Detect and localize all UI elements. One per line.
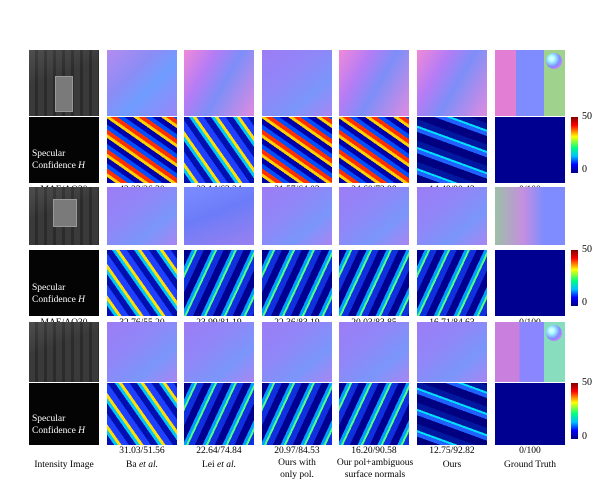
normal-map-ours-1 <box>417 50 487 116</box>
normal-map-ba-3 <box>107 322 177 382</box>
specular-label: Specular <box>32 283 66 293</box>
normal-map-ba-1 <box>107 50 177 116</box>
confidence-label: Confidence H <box>32 161 86 171</box>
error-colorbar-1 <box>571 117 578 173</box>
specular-label: Specular <box>32 149 66 159</box>
error-map-lei-3 <box>184 383 254 445</box>
error-colorbar-2 <box>571 250 578 306</box>
error-map-ours-ambig-1 <box>339 117 409 183</box>
error-map-ours-ambig-3 <box>339 383 409 445</box>
normal-map-ours-pol-1 <box>262 50 332 116</box>
metric-ba-3: 31.03/51.56 <box>119 446 165 456</box>
colorbar-min-label-1: 0 <box>582 164 587 175</box>
colorbar-max-label-2: 50 <box>582 244 592 255</box>
error-map-ground-truth-2 <box>495 250 565 316</box>
column-caption-ours-ambiguous: Our pol+ambiguous surface normals <box>336 458 414 480</box>
colorbar-min-label-3: 0 <box>582 431 587 442</box>
colorbar-max-label-1: 50 <box>582 111 592 122</box>
intensity-image-2 <box>29 187 99 245</box>
column-caption-ours-pol: Ours with only pol. <box>278 458 316 480</box>
confidence-label: Confidence H <box>32 426 86 436</box>
normal-map-lei-3 <box>184 322 254 382</box>
column-caption-intensity: Intensity Image <box>34 460 94 470</box>
normal-sphere-legend-icon <box>546 325 562 341</box>
confidence-label: Confidence H <box>32 295 86 305</box>
specular-confidence-map-1: Specular Confidence H <box>29 117 99 183</box>
error-map-lei-2 <box>184 250 254 316</box>
metric-ground-truth-3: 0/100 <box>519 446 541 456</box>
error-map-ours-pol-1 <box>262 117 332 183</box>
column-caption-ours: Ours <box>442 460 462 470</box>
normal-map-ground-truth-3 <box>495 322 565 382</box>
error-map-lei-1 <box>184 117 254 183</box>
normal-map-ours-2 <box>417 187 487 245</box>
specular-confidence-map-3: Specular Confidence H <box>29 383 99 445</box>
error-map-ours-pol-3 <box>262 383 332 445</box>
normal-map-ground-truth-2 <box>495 187 565 245</box>
normal-map-lei-1 <box>184 50 254 116</box>
column-caption-ba: Ba et al. <box>126 460 158 470</box>
normal-map-ours-ambig-2 <box>339 187 409 245</box>
intensity-image-1 <box>29 50 99 116</box>
specular-confidence-map-2: Specular Confidence H <box>29 250 99 316</box>
metric-lei-3: 22.64/74.84 <box>196 446 242 456</box>
error-map-ours-ambig-2 <box>339 250 409 316</box>
column-caption-lei: Lei et al. <box>201 460 237 470</box>
normal-sphere-legend-icon <box>546 53 562 69</box>
error-map-ours-3 <box>417 383 487 445</box>
colorbar-min-label-2: 0 <box>582 297 587 308</box>
error-map-ours-pol-2 <box>262 250 332 316</box>
error-map-ba-2 <box>107 250 177 316</box>
normal-map-ours-pol-2 <box>262 187 332 245</box>
normal-map-ba-2 <box>107 187 177 245</box>
normal-map-ours-3 <box>417 322 487 382</box>
specular-label: Specular <box>32 414 66 424</box>
normal-map-ground-truth-1 <box>495 50 565 116</box>
error-map-ground-truth-3 <box>495 383 565 445</box>
metric-ours-3: 12.75/92.82 <box>429 446 475 456</box>
normal-map-ours-pol-3 <box>262 322 332 382</box>
error-map-ground-truth-1 <box>495 117 565 183</box>
metric-ours-ambig-3: 16.20/90.58 <box>351 446 397 456</box>
error-map-ours-2 <box>417 250 487 316</box>
normal-map-lei-2 <box>184 187 254 245</box>
error-map-ba-3 <box>107 383 177 445</box>
normal-map-ours-ambig-3 <box>339 322 409 382</box>
colorbar-max-label-3: 50 <box>582 377 592 388</box>
error-colorbar-3 <box>571 383 578 439</box>
error-map-ours-1 <box>417 117 487 183</box>
intensity-image-3 <box>29 322 99 382</box>
column-caption-ground-truth: Ground Truth <box>504 460 556 470</box>
error-map-ba-1 <box>107 117 177 183</box>
metric-ours-pol-3: 20.97/84.53 <box>274 446 320 456</box>
normal-map-ours-ambig-1 <box>339 50 409 116</box>
